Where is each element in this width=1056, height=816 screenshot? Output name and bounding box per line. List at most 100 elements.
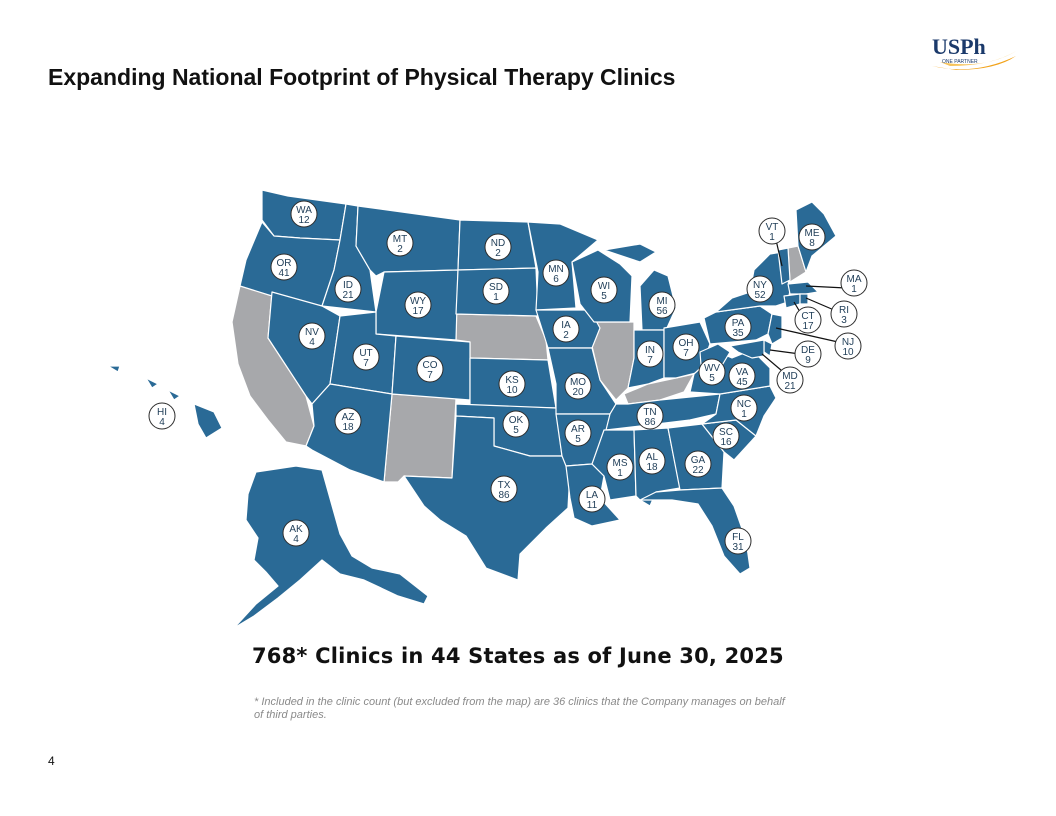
state-abbr: MN (548, 264, 564, 275)
state-label-nv: NV4 (298, 322, 326, 350)
state-abbr: VA (736, 367, 749, 378)
state-label-ar: AR5 (564, 419, 592, 447)
state-abbr: UT (359, 348, 372, 359)
state-label-circle (290, 200, 318, 228)
state-abbr: MI (656, 296, 667, 307)
state-clinic-count: 1 (851, 284, 857, 295)
state-abbr: TN (643, 407, 656, 418)
state-label-ms: MS1 (606, 453, 634, 481)
state-label-circle (502, 410, 530, 438)
state-abbr: ND (491, 238, 505, 249)
state-clinic-count: 1 (617, 468, 623, 479)
state-label-ut: UT7 (352, 343, 380, 371)
state-fl (639, 487, 751, 575)
state-label-circle (636, 402, 664, 430)
state-abbr: DE (801, 345, 815, 356)
state-clinic-count: 3 (841, 315, 847, 326)
page-title: Expanding National Footprint of Physical… (48, 64, 676, 90)
state-label-circle (564, 419, 592, 447)
state-abbr: NC (737, 399, 751, 410)
state-ri (799, 293, 809, 305)
state-label-circle (542, 259, 570, 287)
state-label-circle (840, 269, 868, 297)
state-label-circle (648, 291, 676, 319)
state-clinic-count: 86 (644, 417, 656, 428)
state-clinic-count: 18 (646, 462, 658, 473)
state-clinic-count: 56 (656, 306, 668, 317)
state-abbr: VT (766, 222, 779, 233)
state-abbr: KS (505, 375, 519, 386)
state-ak (233, 465, 429, 629)
state-abbr: NV (305, 327, 319, 338)
state-label-in: IN7 (636, 340, 664, 368)
state-label-circle (416, 355, 444, 383)
state-clinic-count: 5 (575, 434, 581, 445)
state-label-circle (334, 275, 362, 303)
state-label-circle (684, 450, 712, 478)
logo-tagline: ONE PARTNER (942, 59, 978, 65)
state-label-circle (490, 475, 518, 503)
state-abbr: LA (586, 490, 599, 501)
state-abbr: IA (561, 320, 571, 331)
state-label-wv: WV5 (698, 358, 726, 386)
state-label-nd: ND2 (484, 233, 512, 261)
state-clinic-count: 4 (309, 337, 315, 348)
state-label-circle (498, 370, 526, 398)
state-clinic-count: 31 (732, 542, 744, 553)
state-clinic-count: 10 (506, 385, 518, 396)
state-abbr: ID (343, 280, 353, 291)
state-abbr: CO (423, 360, 438, 371)
state-label-circle (698, 358, 726, 386)
state-ma (787, 281, 819, 295)
footnote: * Included in the clinic count (but excl… (254, 696, 785, 721)
state-clinic-count: 2 (563, 330, 569, 341)
state-label-mt: MT2 (386, 229, 414, 257)
state-label-circle (798, 223, 826, 251)
state-clinic-count: 12 (298, 215, 310, 226)
state-clinic-count: 5 (709, 373, 715, 384)
state-label-circle (334, 407, 362, 435)
state-label-circle (730, 394, 758, 422)
state-label-circle (282, 519, 310, 547)
state-label-ma: MA1 (840, 269, 868, 297)
state-clinic-count: 7 (683, 348, 689, 359)
state-clinic-count: 11 (587, 500, 598, 511)
state-label-circle (638, 447, 666, 475)
state-label-circle (672, 333, 700, 361)
state-clinic-count: 16 (720, 437, 732, 448)
state-abbr: SD (489, 282, 503, 293)
state-clinic-count: 5 (513, 425, 519, 436)
state-clinic-count: 1 (769, 232, 775, 243)
state-abbr: WA (296, 205, 312, 216)
state-nj (767, 313, 783, 345)
state-clinic-count: 2 (397, 244, 403, 255)
state-abbr: MT (393, 234, 407, 245)
state-abbr: SC (719, 427, 733, 438)
logo-brand: USPh (932, 34, 986, 59)
state-label-hi: HI4 (148, 402, 176, 430)
state-abbr: OR (277, 258, 292, 269)
state-abbr: OK (509, 415, 524, 426)
state-abbr: OH (679, 338, 694, 349)
state-tx (403, 415, 571, 581)
state-label-circle (834, 332, 862, 360)
state-abbr: WI (598, 281, 610, 292)
state-label-circle (590, 276, 618, 304)
state-abbr: AL (646, 452, 659, 463)
state-nm (383, 393, 457, 483)
state-clinic-count: 20 (572, 387, 584, 398)
state-label-circle (386, 229, 414, 257)
state-abbr: MD (782, 371, 798, 382)
state-abbr: HI (157, 407, 167, 418)
